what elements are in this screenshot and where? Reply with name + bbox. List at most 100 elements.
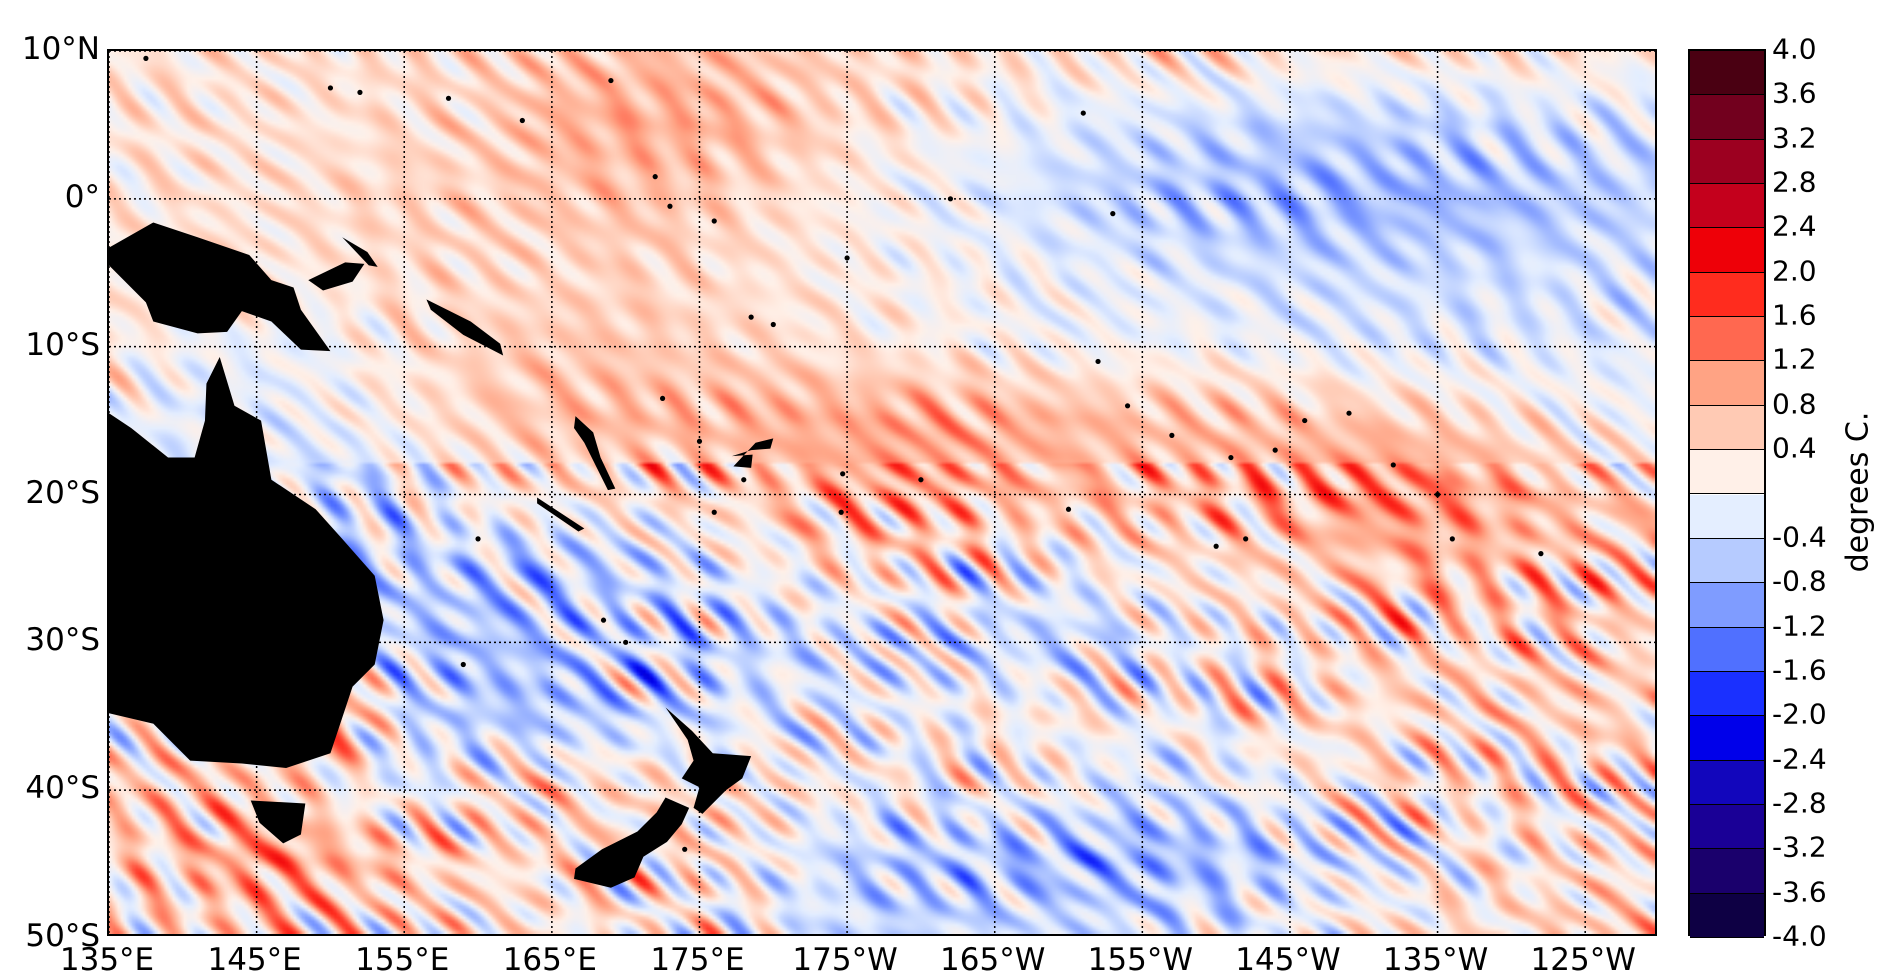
colorbar-bin — [1690, 893, 1764, 938]
island — [1434, 491, 1441, 498]
x-tick-label: 155°E — [355, 942, 450, 978]
colorbar-tick-label: -0.4 — [1772, 520, 1827, 554]
island — [475, 536, 481, 542]
y-tick-label: 0° — [64, 178, 100, 215]
colorbar-tick-label: 0.8 — [1772, 387, 1817, 421]
colorbar-tick-label: -2.0 — [1772, 697, 1827, 731]
x-tick-label: 145°E — [207, 942, 302, 978]
colorbar-tick-label: -3.6 — [1772, 875, 1827, 909]
island — [748, 314, 754, 320]
colorbar-bin — [1690, 95, 1764, 140]
colorbar-bin — [1690, 760, 1764, 805]
y-tick-label: 10°N — [21, 31, 100, 67]
land-solomon-islands — [426, 299, 504, 356]
colorbar-tick-label: -0.8 — [1772, 564, 1827, 598]
x-tick-label: 135°W — [1382, 942, 1489, 978]
land-tasmania — [250, 800, 306, 844]
island — [600, 617, 607, 623]
colorbar-bin — [1690, 849, 1764, 894]
colorbar-bin — [1690, 405, 1764, 451]
colorbar-tick-label: -2.4 — [1772, 742, 1827, 776]
island — [667, 203, 673, 209]
island — [1095, 358, 1101, 365]
island — [1110, 211, 1116, 217]
colorbar-label: degrees C. — [1840, 411, 1876, 573]
colorbar-tick-label: -2.8 — [1772, 786, 1827, 820]
x-tick-label: 165°W — [940, 942, 1046, 978]
colorbar-bin — [1690, 184, 1764, 229]
island — [1346, 410, 1352, 416]
colorbar-bin — [1690, 716, 1764, 761]
land-new-zealand-south — [574, 797, 690, 888]
island — [445, 95, 452, 101]
island — [659, 395, 666, 402]
x-tick-label: 175°W — [792, 942, 898, 978]
island — [1449, 536, 1455, 542]
island — [770, 321, 776, 328]
y-tick-label: 40°S — [25, 770, 100, 807]
island — [1169, 432, 1175, 438]
colorbar-tick-label: 2.8 — [1772, 165, 1817, 199]
sst-anomaly-map — [107, 49, 1657, 936]
island — [1243, 536, 1249, 542]
colorbar-bin — [1690, 583, 1764, 628]
island — [1080, 110, 1086, 116]
colorbar-tick-label: 3.2 — [1772, 121, 1817, 155]
island — [608, 77, 614, 84]
island — [711, 509, 717, 515]
island — [519, 117, 525, 124]
island — [711, 218, 717, 224]
x-tick-label: 155°W — [1087, 942, 1193, 978]
y-tick-label: 50°S — [25, 918, 100, 954]
y-tick-label: 10°S — [25, 326, 100, 363]
colorbar-tick-label: 3.6 — [1772, 76, 1817, 110]
island — [652, 174, 658, 180]
x-tick-label: 175°E — [650, 942, 745, 978]
island — [1213, 543, 1219, 549]
anomaly-heatmap — [109, 51, 1655, 934]
colorbar-bin — [1690, 272, 1764, 318]
colorbar-tick-label: 1.6 — [1772, 298, 1817, 332]
island — [741, 477, 747, 483]
land-new-guinea — [109, 222, 331, 352]
y-tick-label: 20°S — [25, 474, 100, 511]
x-tick-label: 135°E — [59, 942, 155, 978]
x-tick-label: 125°W — [1530, 942, 1636, 978]
island — [838, 509, 844, 515]
land-new-ireland — [342, 237, 378, 267]
colorbar-bin — [1690, 450, 1764, 495]
island — [1065, 506, 1072, 512]
land-new-caledonia — [537, 497, 585, 532]
island — [327, 85, 334, 91]
colorbar-bin — [1690, 139, 1764, 185]
x-tick-label: 145°W — [1235, 942, 1341, 978]
island — [1390, 462, 1396, 468]
colorbar-bin — [1690, 671, 1764, 717]
island — [1302, 417, 1308, 424]
island — [840, 471, 846, 477]
colorbar-bin — [1690, 627, 1764, 672]
island — [357, 89, 363, 95]
colorbar-bin — [1690, 494, 1764, 539]
colorbar-bin — [1690, 804, 1764, 850]
land-new-zealand-north — [665, 707, 752, 814]
map-overlay — [109, 51, 1655, 934]
colorbar-bin — [1690, 51, 1764, 96]
island — [143, 55, 149, 61]
colorbar-bin — [1690, 228, 1764, 273]
colorbar-bin — [1690, 361, 1764, 406]
colorbar-tick-label: -3.2 — [1772, 830, 1827, 864]
island — [1124, 403, 1131, 409]
colorbar-tick-label: 2.0 — [1772, 254, 1817, 288]
colorbar-tick-label: -1.2 — [1772, 609, 1827, 643]
island — [1272, 447, 1278, 453]
island — [1228, 454, 1234, 461]
colorbar-tick-label: -4.0 — [1772, 919, 1827, 953]
land-fiji — [731, 438, 774, 468]
land-new-britain — [308, 262, 365, 291]
x-tick-label: 165°E — [502, 942, 597, 978]
island — [918, 477, 924, 483]
colorbar-tick-label: 2.4 — [1772, 209, 1817, 243]
colorbar — [1688, 49, 1766, 938]
colorbar-tick-label: 1.2 — [1772, 342, 1817, 376]
